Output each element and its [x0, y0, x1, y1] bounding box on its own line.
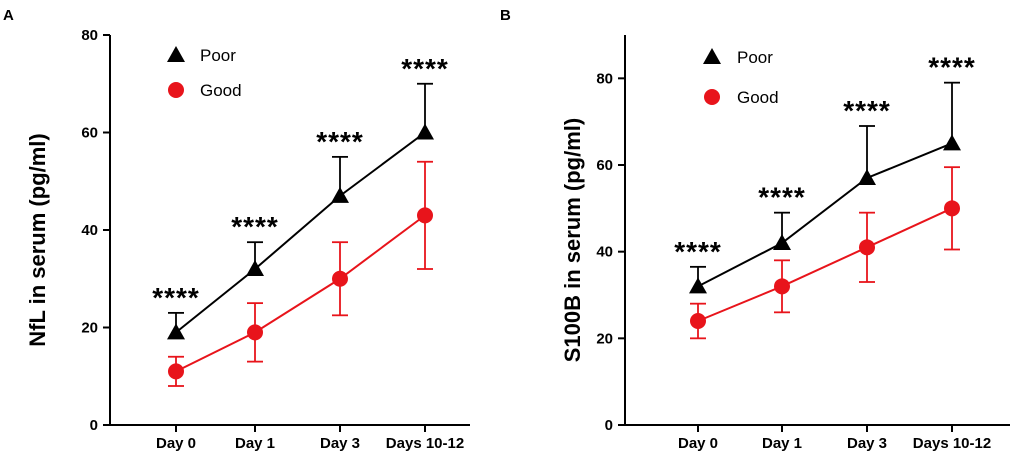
significance-label: **** [231, 211, 279, 242]
data-point-poor [167, 323, 185, 340]
x-tick-label: Day 1 [762, 435, 802, 452]
legend-label-good: Good [737, 88, 779, 107]
y-tick-label: 40 [596, 244, 613, 261]
data-point-good [417, 207, 433, 224]
y-tick-label: 60 [596, 157, 613, 174]
data-point-poor [689, 277, 707, 294]
data-point-good [690, 313, 706, 329]
data-point-good [774, 278, 790, 295]
panel-letter: B [500, 7, 511, 24]
x-tick-label: Day 1 [235, 435, 275, 452]
y-tick-label: 60 [81, 125, 98, 142]
significance-label: **** [401, 53, 449, 84]
data-point-poor [331, 186, 349, 203]
y-axis-label: NfL in serum (pg/ml) [25, 133, 50, 347]
legend-label-poor: Poor [737, 48, 773, 67]
y-tick-label: 0 [605, 417, 613, 434]
significance-label: **** [316, 126, 364, 157]
data-point-good [859, 239, 875, 256]
significance-label: **** [928, 52, 976, 83]
x-tick-label: Day 3 [847, 435, 887, 452]
data-point-poor [943, 134, 961, 151]
y-axis-label: S100B in serum (pg/ml) [560, 118, 585, 363]
panel-letter: A [3, 7, 14, 24]
x-tick-label: Day 0 [156, 435, 196, 452]
series-line-good [697, 207, 953, 322]
data-point-good [332, 270, 348, 287]
y-tick-label: 40 [81, 222, 98, 239]
y-tick-label: 0 [90, 417, 98, 434]
legend-marker-good [168, 82, 184, 98]
series-line-poor [175, 131, 426, 334]
legend-label-poor: Poor [200, 46, 236, 65]
data-point-good [247, 324, 263, 341]
legend-marker-poor [703, 48, 721, 64]
y-tick-label: 20 [596, 330, 613, 347]
legend-label-good: Good [200, 81, 242, 100]
significance-label: **** [152, 282, 200, 313]
panel-b: B 0 20 40 60 80 Day 0 Day 1 Day 3 Days 10-12 S100B… [500, 7, 1010, 452]
y-tick-label: 20 [81, 320, 98, 337]
data-point-good [168, 363, 184, 380]
legend-marker-good [704, 89, 720, 105]
x-tick-label: Days 10-12 [913, 435, 991, 452]
y-tick-label: 80 [596, 70, 613, 87]
x-tick-label: Day 3 [320, 435, 360, 452]
significance-label: **** [674, 236, 722, 267]
panel-a: A 0 20 40 60 80 Day 0 Day 1 Day 3 Days 10-12 NfL i… [3, 7, 470, 452]
series-line-good [175, 214, 426, 373]
data-point-poor [773, 234, 791, 250]
significance-label: **** [843, 95, 891, 126]
significance-label: **** [758, 182, 806, 213]
data-point-poor [416, 123, 434, 140]
x-tick-label: Day 0 [678, 435, 718, 452]
legend-marker-poor [167, 46, 185, 62]
y-tick-label: 80 [81, 27, 98, 44]
data-point-good [944, 200, 960, 217]
data-point-poor [246, 260, 264, 276]
series-line-poor [697, 142, 953, 288]
data-point-poor [858, 169, 876, 185]
x-tick-label: Days 10-12 [386, 435, 464, 452]
